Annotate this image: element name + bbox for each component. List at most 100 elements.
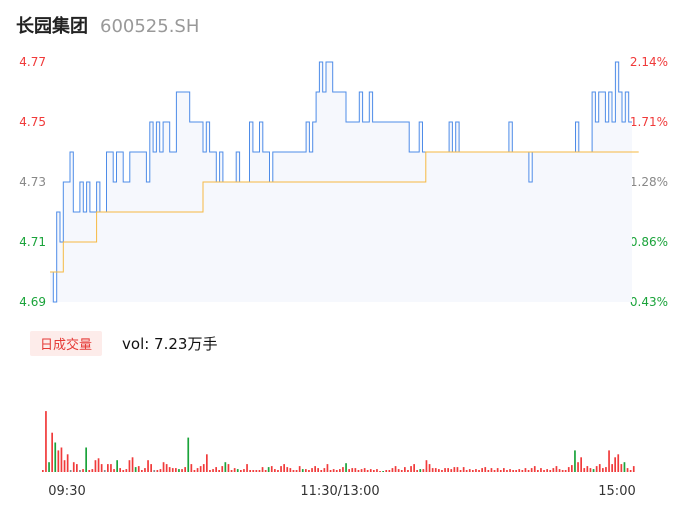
volume-bar [270,466,273,472]
volume-bar [373,470,375,472]
volume-bar [246,464,248,472]
volume-bar [407,470,409,472]
volume-bar [277,470,279,472]
volume-bar [221,466,224,472]
volume-bar [453,467,456,472]
left-axis-tick-3: 4.71 [19,235,46,249]
left-axis-tick-4: 4.69 [19,295,46,309]
volume-bar [267,467,270,472]
average-price-line[interactable] [50,151,639,273]
volume-bar [496,468,499,472]
volume-bar [113,469,115,472]
volume-bar [462,467,465,472]
volume-bar [131,457,134,472]
volume-bar [509,469,511,472]
volume-bar [286,467,289,472]
volume-bar [292,470,295,472]
x-axis-tick-2: 15:00 [598,484,635,499]
volume-bar [617,454,620,472]
volume-bar [63,460,66,472]
volume-bar [206,454,208,472]
volume-bar [571,465,573,472]
volume-bar [527,470,530,472]
volume-bar [175,468,177,472]
volume-bar [394,466,397,472]
volume-bar [125,469,128,472]
volume-bar [475,469,477,472]
volume-bar [181,469,183,472]
right-axis-tick-4: 0.43% [630,295,668,309]
volume-bar [425,460,428,472]
volume-bar [620,464,623,472]
volume-bar [137,466,140,472]
volume-bar [465,470,468,472]
volume-bar [88,470,91,472]
volume-bar [45,411,47,472]
right-axis-tick-2: 1.28% [630,175,668,189]
volume-bar [459,470,462,472]
volume-bar [178,469,180,472]
volume-bar [493,470,496,472]
volume-bar [249,470,251,472]
volume-bar [218,470,220,472]
volume-bar [144,468,146,472]
left-axis-tick-2: 4.73 [19,175,46,189]
volume-bar [351,468,354,472]
volume-bar [537,470,539,472]
chart-header: 长园集团 600525.SH [16,12,199,40]
volume-bar [42,470,44,472]
volume-bar [323,468,326,472]
volume-bar [97,458,100,472]
volume-bar [51,432,53,472]
volume-bar [193,470,196,472]
volume-bar [119,468,121,472]
volume-bar [187,437,190,472]
volume-bar [410,466,412,472]
volume-bar [487,470,490,472]
volume-bar [478,470,480,472]
volume-bar [506,470,508,472]
volume-bar [100,464,103,472]
left-axis-tick-1: 4.75 [19,115,46,129]
volume-bar [227,464,230,472]
volume-bar [314,466,316,472]
volume-bar [623,462,626,472]
volume-bar [76,464,78,472]
volume-bar [159,469,162,472]
volume-bar [419,469,422,472]
volume-bar [332,469,335,472]
volume-bar [499,470,502,472]
volume-bar [335,470,338,472]
volume-bar [444,468,446,472]
volume-bar [434,468,437,472]
volume-bar [107,464,109,472]
volume-bar [422,469,425,472]
volume-bar [450,469,453,472]
volume-bar [134,467,137,472]
volume-bar [391,468,394,472]
volume-bar [614,457,616,472]
volume-bar [357,470,360,472]
volume-bar [574,450,576,472]
price-chart: 4.77 4.75 4.73 4.71 4.69 2.14% 1.71% 1.28% 0.86%… [19,55,668,309]
volume-bar [190,464,193,472]
volume-badge[interactable]: 日成交量 [30,330,103,356]
volume-bar [592,469,595,472]
volume-bar [215,467,217,472]
volume-bar [524,468,527,472]
volume-bar [308,470,310,472]
volume-bar [360,469,363,472]
volume-bar [212,469,214,472]
volume-bar [72,462,75,472]
volume-bar [376,469,378,472]
volume-bar [116,460,118,472]
volume-bar [311,468,313,472]
volume-bar [589,468,592,472]
volume-bar [199,466,202,472]
volume-value: vol: 7.23万手 [122,334,218,353]
right-axis-tick-0: 2.14% [630,55,668,69]
volume-bar [490,468,493,472]
volume-bar [518,469,521,472]
right-axis-tick-1: 1.71% [630,115,668,129]
volume-bar [549,470,552,472]
